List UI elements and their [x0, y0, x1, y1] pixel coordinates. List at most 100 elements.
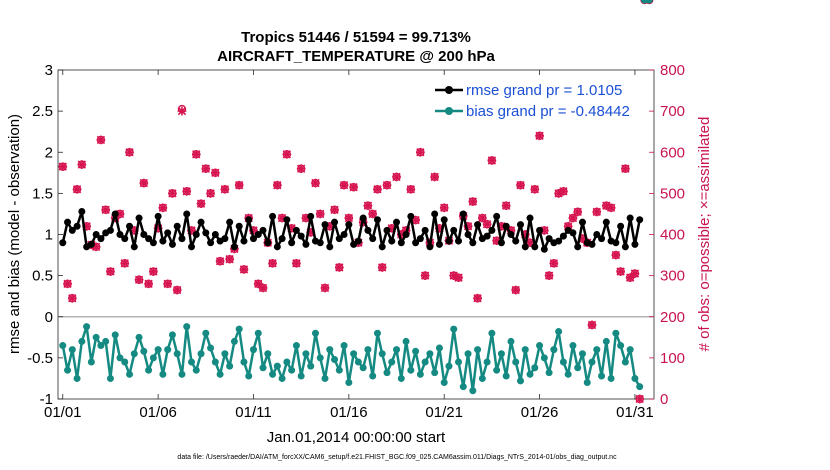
obs-assimilated-marker [225, 254, 234, 264]
rmse-point [78, 207, 86, 215]
obs-assimilated-marker [306, 228, 316, 237]
rmse-point [331, 218, 339, 226]
bias-point [583, 379, 591, 387]
bias-point [188, 358, 196, 366]
rmse-point [106, 226, 114, 234]
rmse-point [297, 232, 305, 240]
rmse-point [264, 239, 272, 247]
y-right-tick-label: 400 [660, 227, 685, 244]
bias-point [102, 337, 110, 345]
obs-assimilated-marker [473, 293, 482, 303]
bias-point [593, 346, 601, 354]
bias-point [564, 370, 572, 378]
obs-assimilated-marker [516, 180, 525, 190]
bias-point [197, 350, 205, 358]
y-tick-label: 1 [45, 227, 53, 244]
bias-point [559, 358, 567, 366]
rmse-point [397, 239, 405, 247]
obs-assimilated-marker [520, 230, 530, 239]
rmse-point [612, 239, 620, 247]
bias-point [283, 358, 291, 366]
obs-assimilated-marker [101, 205, 110, 215]
obs-assimilated-marker [487, 156, 497, 165]
obs-assimilated-marker [325, 221, 335, 231]
bias-point [469, 387, 477, 395]
bias-point [126, 370, 134, 378]
x-axis-label: Jan.01,2014 00:00:00 start [267, 429, 446, 446]
rmse-point [364, 226, 372, 234]
obs-assimilated-marker [420, 271, 430, 280]
bias-point [359, 364, 367, 372]
obs-assimilated-marker [153, 224, 163, 233]
bias-point [121, 358, 129, 366]
bias-point [68, 346, 76, 354]
bias-point [550, 346, 558, 354]
rmse-point [445, 237, 453, 245]
x-tick-label: 01/21 [425, 404, 463, 421]
obs-assimilated-marker [525, 238, 535, 248]
rmse-point [173, 222, 181, 230]
rmse-point [126, 222, 134, 230]
bias-point [254, 329, 262, 337]
obs-assimilated-marker [330, 205, 339, 215]
bias-point [455, 358, 463, 366]
bias-point [478, 374, 486, 382]
bias-point [278, 374, 286, 382]
rmse-point [202, 229, 210, 237]
bias-point [307, 362, 315, 370]
obs-assimilated-marker [258, 283, 268, 293]
legend-marker-rmse [445, 86, 453, 94]
bias-point [502, 372, 510, 380]
obs-assimilated-marker [573, 207, 583, 217]
rmse-point [307, 212, 315, 220]
rmse-point [402, 231, 410, 238]
bias-point [288, 366, 296, 374]
bias-point [555, 328, 563, 336]
obs-assimilated-marker [253, 279, 263, 289]
rmse-point [559, 232, 567, 240]
rmse-point [507, 231, 515, 238]
bias-point [626, 346, 634, 354]
rmse-point [288, 239, 296, 247]
x-tick-label: 01/26 [521, 404, 559, 421]
rmse-point [421, 226, 429, 234]
y-axis-label: rmse and bias (model - observation) [6, 114, 23, 354]
rmse-point [450, 226, 458, 234]
rmse-point [249, 235, 257, 243]
bias-point [431, 369, 439, 377]
bias-point [459, 383, 467, 391]
obs-assimilated-marker [268, 258, 277, 268]
rmse-point [383, 226, 391, 234]
y-right-tick-label: 500 [660, 185, 685, 202]
bias-point [516, 377, 524, 385]
obs-assimilated-marker [129, 226, 139, 235]
bias-point [602, 337, 610, 345]
bias-point [130, 350, 138, 358]
bias-point [645, 0, 653, 4]
obs-assimilated-marker [315, 209, 325, 219]
legend-marker-bias [445, 107, 453, 115]
obs-assimilated-marker [249, 226, 258, 235]
bias-point [440, 379, 448, 387]
obs-assimilated-marker [120, 258, 130, 268]
bias-point [311, 329, 319, 337]
bias-point [273, 362, 281, 370]
bias-point [631, 374, 639, 382]
rmse-point [497, 239, 505, 247]
rmse-point [87, 240, 95, 248]
bias-point [64, 366, 72, 374]
obs-assimilated-marker [578, 234, 587, 243]
obs-assimilated-marker [368, 209, 378, 219]
bias-point [402, 337, 410, 345]
rmse-point [59, 239, 67, 247]
bias-point [483, 358, 491, 366]
rmse-point [130, 243, 138, 251]
rmse-point [373, 216, 381, 224]
obs-assimilated-marker [311, 178, 320, 188]
x-tick-label: 01/01 [44, 404, 82, 421]
obs-assimilated-marker [139, 178, 149, 188]
obs-assimilated-marker [215, 256, 225, 266]
y-tick-label: -0.5 [27, 350, 53, 367]
bias-point [297, 372, 305, 380]
rmse-point [431, 210, 439, 218]
